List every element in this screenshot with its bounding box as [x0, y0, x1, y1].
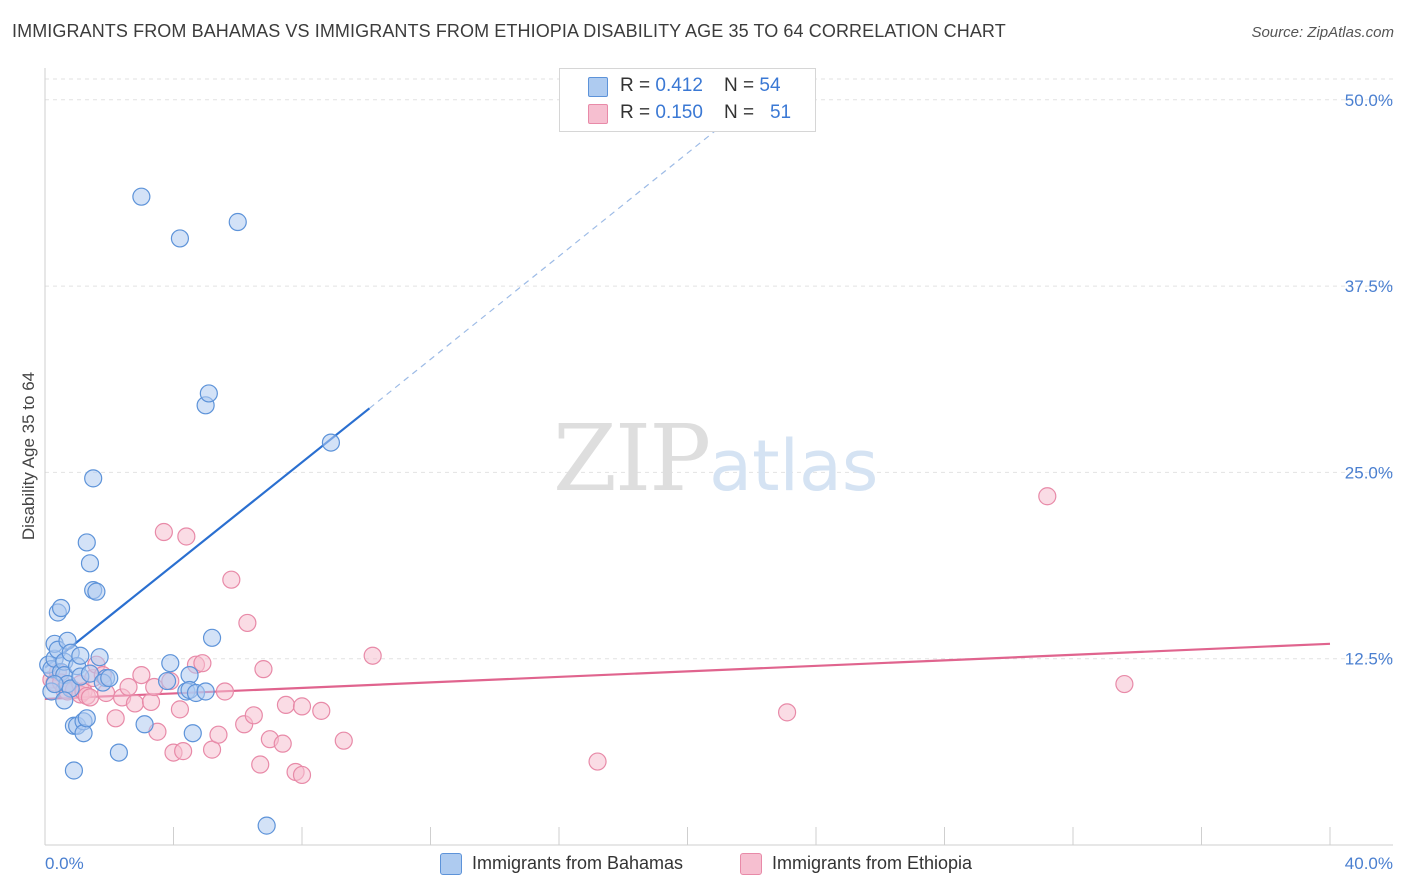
ethiopia-point — [132, 665, 151, 685]
y-tick-label: 50.0% — [1345, 91, 1393, 110]
ethiopia-point — [141, 692, 161, 712]
bahamas-n-label: N = — [724, 75, 760, 96]
bahamas-point — [196, 682, 215, 701]
ethiopia-point — [119, 677, 138, 697]
bahamas-point — [64, 761, 84, 780]
axes — [44, 68, 1393, 846]
ethiopia-point — [80, 688, 100, 707]
bahamas-point — [55, 691, 74, 710]
bahamas-point — [257, 816, 276, 835]
bahamas-r-value: 0.412 — [655, 75, 703, 96]
bahamas-point — [202, 628, 222, 647]
chart-title: IMMIGRANTS FROM BAHAMAS VS IMMIGRANTS FR… — [12, 21, 1006, 41]
bahamas-point — [161, 654, 180, 673]
ethiopia-point — [273, 734, 292, 753]
ethiopia-swatch — [588, 104, 608, 124]
ethiopia-point — [177, 527, 196, 546]
bahamas-swatch — [588, 77, 608, 97]
bahamas-point — [321, 433, 341, 452]
ethiopia-point — [1115, 674, 1134, 694]
bahamas-r-label: R = — [620, 75, 656, 96]
ethiopia-r-label: R = — [620, 102, 656, 123]
ethiopia-point — [254, 660, 273, 679]
y-tick-label: 37.5% — [1345, 277, 1393, 296]
bahamas-point — [228, 212, 247, 232]
ethiopia-point — [174, 742, 193, 761]
ethiopia-point — [292, 765, 312, 785]
ethiopia-point — [209, 725, 228, 744]
ethiopia-point — [222, 570, 241, 589]
ethiopia-legend-swatch — [740, 853, 762, 875]
ethiopia-point — [238, 613, 257, 633]
bahamas-point — [77, 533, 96, 552]
ethiopia-legend-label: Immigrants from Ethiopia — [772, 853, 973, 873]
ethiopia-point — [312, 701, 331, 720]
ethiopia-n-label: N = — [724, 102, 760, 123]
ethiopia-point — [106, 709, 125, 728]
ethiopia-point — [154, 522, 173, 542]
ethiopia-point — [125, 694, 145, 713]
bahamas-point — [135, 715, 154, 734]
trend-lines — [44, 121, 1331, 701]
ethiopia-trend-line — [44, 642, 1331, 701]
axis-labels: 12.5% 25.0% 37.5% 50.0% 0.0% 40.0% Disability … — [19, 91, 1393, 873]
ethiopia-point — [292, 697, 312, 716]
bahamas-point — [84, 469, 103, 488]
ethiopia-n-value: 51 — [769, 102, 792, 123]
bahamas-point — [90, 648, 109, 667]
bahamas-point — [183, 724, 202, 743]
bahamas-n-value: 54 — [759, 75, 781, 96]
ethiopia-point — [170, 700, 190, 719]
bahamas-point — [45, 674, 64, 694]
ethiopia-point — [588, 752, 607, 771]
bahamas-trend-extension — [369, 121, 727, 409]
ethiopia-point — [334, 731, 353, 750]
bahamas-point — [199, 384, 218, 403]
ethiopia-r-value: 0.150 — [655, 102, 703, 123]
bahamas-trend-line — [44, 407, 371, 669]
ethiopia-point — [363, 646, 382, 665]
ethiopia-point — [276, 695, 296, 715]
ethiopia-point — [251, 755, 270, 774]
bahamas-point — [170, 229, 190, 248]
bahamas-point — [157, 671, 177, 691]
bahamas-point — [77, 709, 96, 728]
bahamas-legend-label: Immigrants from Bahamas — [472, 853, 684, 873]
bahamas-legend-swatch — [440, 853, 462, 875]
x-tick-label-max: 40.0% — [1345, 854, 1393, 873]
watermark-atlas: atlas — [709, 425, 879, 507]
data-points — [39, 187, 1134, 835]
ethiopia-point — [1038, 487, 1057, 506]
y-axis-title: Disability Age 35 to 64 — [19, 372, 38, 540]
bahamas-point — [51, 598, 71, 618]
y-tick-label: 12.5% — [1345, 650, 1393, 669]
bahamas-point — [80, 554, 100, 573]
source-credit: Source: ZipAtlas.com — [1251, 24, 1394, 41]
ethiopia-point — [193, 654, 212, 673]
watermark: ZIPatlas — [553, 405, 878, 512]
bahamas-point — [87, 582, 106, 601]
watermark-zip: ZIP — [553, 405, 711, 512]
correlation-legend: R = 0.412 N = 54 R = 0.150 N = 51 — [559, 68, 816, 132]
grid-lines — [45, 78, 1393, 660]
bahamas-point — [74, 724, 93, 743]
y-tick-label: 25.0% — [1345, 463, 1393, 482]
bahamas-point — [71, 646, 90, 665]
bahamas-point — [109, 743, 128, 762]
ethiopia-point — [215, 682, 234, 701]
x-tick-label-min: 0.0% — [45, 854, 84, 873]
ethiopia-point — [244, 706, 263, 725]
bahamas-point — [100, 668, 119, 688]
ethiopia-point — [777, 703, 797, 722]
bahamas-point — [132, 187, 151, 206]
